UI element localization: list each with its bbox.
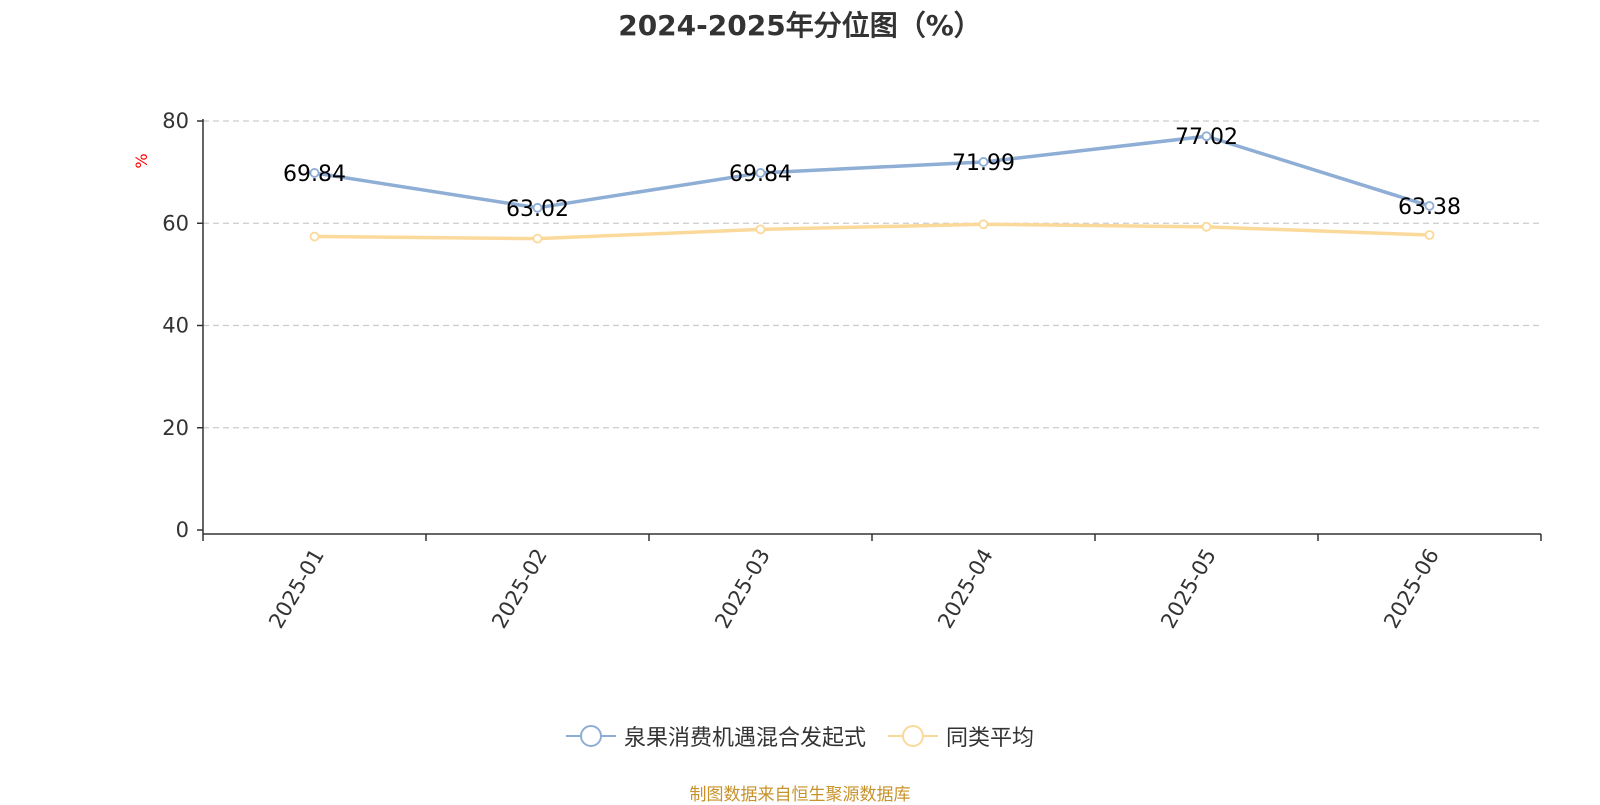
x-tick-label-2025-03: 2025-03 (710, 545, 775, 633)
y-tick-label-60: 60 (162, 211, 189, 235)
y-tick-label-0: 0 (176, 518, 189, 542)
series-1-point-2025-02[interactable] (532, 202, 543, 213)
data-label-2025-04: 71.99 (952, 151, 1015, 176)
data-label-2025-06: 63.38 (1398, 195, 1461, 220)
source-footer: 制图数据来自恒生聚源数据库 (689, 785, 911, 805)
series-1-point-2025-01[interactable] (309, 168, 320, 178)
axes (197, 119, 1542, 541)
x-tick-label-2025-02: 2025-02 (487, 545, 552, 633)
y-tick-label-20: 20 (162, 416, 189, 440)
data-label-2025-01: 69.84 (283, 162, 346, 187)
series-2-point-2025-04[interactable] (978, 219, 989, 230)
x-tick-label-2025-05: 2025-05 (1156, 545, 1221, 633)
legend-item-series-1[interactable]: 泉果消费机遇混合发起式 (565, 720, 866, 752)
y-axis-label: % (132, 153, 151, 168)
x-tick-labels: 2025-01 2025-02 2025-03 2025-04 2025-05 2025-… (264, 545, 1444, 633)
data-label-2025-02: 63.02 (506, 197, 569, 222)
series-1-point-2025-03[interactable] (755, 168, 766, 178)
series-group (309, 131, 1435, 244)
data-label-2025-03: 69.84 (729, 162, 792, 187)
grid-lines (203, 120, 1541, 429)
series-line-2 (314, 222, 1430, 241)
y-tick-label-80: 80 (162, 109, 189, 133)
series-2-point-2025-06[interactable] (1424, 230, 1435, 240)
series-2-point-2025-01[interactable] (309, 231, 320, 242)
legend-label-series-1: 泉果消费机遇混合发起式 (623, 726, 866, 751)
series-2-point-2025-05[interactable] (1201, 221, 1212, 232)
series-1-point-2025-06[interactable] (1424, 201, 1435, 211)
series-1-point-2025-04[interactable] (978, 157, 989, 167)
legend-label-series-2: 同类平均 (946, 726, 1035, 751)
series-2-point-2025-02[interactable] (532, 233, 543, 244)
data-labels: 69.84 63.02 69.84 71.99 77.02 63.38 (283, 125, 1461, 222)
legend-marker-series-1 (565, 725, 616, 747)
x-tick-label-2025-06: 2025-06 (1379, 545, 1444, 633)
legend: 泉果消费机遇混合发起式 同类平均 (0, 720, 1600, 752)
y-tick-label-40: 40 (162, 314, 189, 338)
series-1-point-2025-05[interactable] (1201, 131, 1212, 142)
chart-title: 2024-2025年分位图（%） (618, 9, 982, 42)
series-line-1 (314, 134, 1431, 210)
data-label-2025-05: 77.02 (1175, 125, 1238, 150)
legend-item-series-2[interactable]: 同类平均 (888, 720, 1034, 752)
x-tick-label-2025-01: 2025-01 (264, 545, 329, 633)
x-tick-label-2025-04: 2025-04 (933, 545, 998, 633)
y-tick-labels: 0 20 40 60 80 (162, 109, 189, 542)
legend-marker-series-2 (888, 725, 938, 747)
series-2-point-2025-03[interactable] (755, 224, 766, 235)
